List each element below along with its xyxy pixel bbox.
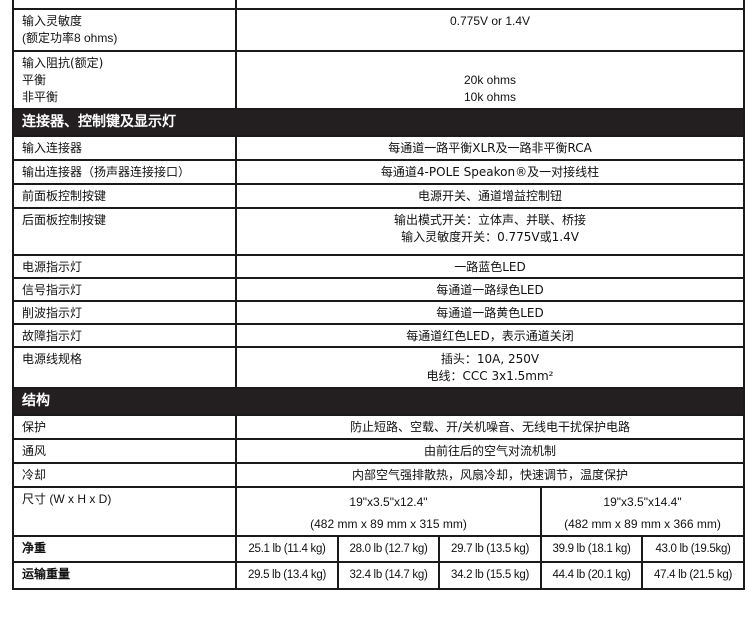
value-line: 10k ohms <box>464 90 517 104</box>
row-label: 输入灵敏度 (额定功率8 ohms) <box>12 8 237 52</box>
spec-table: 输入灵敏度 (额定功率8 ohms) 0.775V or 1.4V 输入阻抗(额定… <box>11 0 746 590</box>
value-line: 电线：CCC 3x1.5mm² <box>426 369 554 383</box>
label-line: 输入阻抗(额定) <box>22 56 104 70</box>
table-row: 削波指示灯 每通道一路黄色LED <box>12 300 746 325</box>
row-value: 由前往后的空气对流机制 <box>234 438 746 464</box>
weight-cell: 25.1 lb (11.4 kg) <box>235 535 339 563</box>
row-label: 保护 <box>12 414 237 440</box>
row-label: 前面板控制按键 <box>12 183 237 209</box>
label-line: 非平衡 <box>22 90 59 104</box>
table-row-cut <box>12 0 746 10</box>
value-line: 每通道4-POLE Speakon®及一对接线柱 <box>380 165 600 179</box>
table-row: 信号指示灯 每通道一路绿色LED <box>12 277 746 302</box>
value-line: 每通道一路绿色LED <box>436 283 544 297</box>
label-line: 平衡 <box>22 73 47 87</box>
dimension-mm: (482 mm x 89 mm x 315 mm) <box>310 517 467 531</box>
weight-cell: 39.9 lb (18.1 kg) <box>540 535 643 563</box>
dimension-inch: 19"x3.5"x14.4" <box>603 495 682 509</box>
value-line: 输入灵敏度开关：0.775V或1.4V <box>401 230 579 244</box>
table-row-input-impedance: 输入阻抗(额定) 平衡非平衡 20k ohms 10k ohms <box>12 50 746 110</box>
dimensions-group-2: 19"x3.5"x14.4" (482 mm x 89 mm x 366 mm) <box>539 486 746 537</box>
value-line: 每通道一路平衡XLR及一路非平衡RCA <box>388 141 592 155</box>
value-line: 每通道一路黄色LED <box>436 306 544 320</box>
row-value: 插头：10A, 250V 电线：CCC 3x1.5mm² <box>234 346 746 389</box>
row-label: 净重 <box>12 535 237 563</box>
weight-cell: 43.0 lb (19.5kg) <box>640 535 746 563</box>
weight-cell: 34.2 lb (15.5 kg) <box>438 561 542 590</box>
row-label: 信号指示灯 <box>12 277 237 302</box>
row-label: 通风 <box>12 438 237 464</box>
row-value: 每通道一路绿色LED <box>234 277 746 302</box>
row-label: 电源线规格 <box>12 346 237 389</box>
row-value: 一路蓝色LED <box>234 254 746 279</box>
table-row: 输入连接器 每通道一路平衡XLR及一路非平衡RCA <box>12 135 746 161</box>
label-line: 输入灵敏度 <box>22 14 83 28</box>
row-value: 防止短路、空载、开/关机噪音、无线电干扰保护电路 <box>234 414 746 440</box>
table-row: 输出连接器（扬声器连接接口） 每通道4-POLE Speakon®及一对接线柱 <box>12 159 746 185</box>
weight-cell: 47.4 lb (21.5 kg) <box>640 561 746 590</box>
table-row-cooling: 冷却 内部空气强排散热，风扇冷却，快速调节，温度保护 <box>12 462 746 488</box>
section-header-connectors: 连接器、控制键及显示灯 <box>11 108 746 137</box>
table-row: 后面板控制按键 输出模式开关：立体声、并联、桥接 输入灵敏度开关：0.775V或1.… <box>12 207 746 256</box>
row-label: 运输重量 <box>12 561 237 590</box>
weight-cell: 28.0 lb (12.7 kg) <box>337 535 440 563</box>
row-value: 每通道红色LED，表示通道关闭 <box>234 323 746 348</box>
row-value: 每通道4-POLE Speakon®及一对接线柱 <box>234 159 746 185</box>
value-line: 每通道红色LED，表示通道关闭 <box>406 329 574 343</box>
row-label: 削波指示灯 <box>12 300 237 325</box>
table-row-protection: 保护 防止短路、空载、开/关机噪音、无线电干扰保护电路 <box>12 414 746 440</box>
table-row: 前面板控制按键 电源开关、通道增益控制钮 <box>12 183 746 209</box>
row-value: 0.775V or 1.4V <box>234 8 746 52</box>
row-label: 输入阻抗(额定) 平衡非平衡 <box>12 50 237 110</box>
weight-cell: 29.7 lb (13.5 kg) <box>438 535 542 563</box>
row-value: 每通道一路黄色LED <box>234 300 746 325</box>
weight-cell: 29.5 lb (13.4 kg) <box>235 561 339 590</box>
value-line: 一路蓝色LED <box>454 260 526 274</box>
row-label: 电源指示灯 <box>12 254 237 279</box>
table-row-shipping-weight: 运输重量 29.5 lb (13.4 kg) 32.4 lb (14.7 kg)… <box>12 561 746 590</box>
section-title: 连接器、控制键及显示灯 <box>11 108 746 137</box>
row-value: 每通道一路平衡XLR及一路非平衡RCA <box>234 135 746 161</box>
row-value: 电源开关、通道增益控制钮 <box>234 183 746 209</box>
value-line: 0.775V or 1.4V <box>449 14 531 28</box>
weight-cell: 32.4 lb (14.7 kg) <box>337 561 440 590</box>
row-label: 故障指示灯 <box>12 323 237 348</box>
row-label: 输入连接器 <box>12 135 237 161</box>
row-value: 20k ohms 10k ohms <box>234 50 746 110</box>
row-value: 输出模式开关：立体声、并联、桥接 输入灵敏度开关：0.775V或1.4V <box>234 207 746 256</box>
weight-cell: 44.4 lb (20.1 kg) <box>540 561 643 590</box>
dimension-mm: (482 mm x 89 mm x 366 mm) <box>564 517 721 531</box>
dimensions-group-1: 19"x3.5"x12.4" (482 mm x 89 mm x 315 mm) <box>235 486 542 537</box>
label-line: (额定功率8 ohms) <box>22 31 118 45</box>
table-row-ventilation: 通风 由前往后的空气对流机制 <box>12 438 746 464</box>
table-row-input-sensitivity: 输入灵敏度 (额定功率8 ohms) 0.775V or 1.4V <box>12 8 746 52</box>
value-line: 插头：10A, 250V <box>440 352 540 366</box>
section-header-structure: 结构 <box>11 387 746 416</box>
value-line: 20k ohms <box>464 73 517 87</box>
table-row-net-weight: 净重 25.1 lb (11.4 kg) 28.0 lb (12.7 kg) 2… <box>12 535 746 563</box>
row-value: 内部空气强排散热，风扇冷却，快速调节，温度保护 <box>234 462 746 488</box>
table-row: 电源指示灯 一路蓝色LED <box>12 254 746 279</box>
value-line: 电源开关、通道增益控制钮 <box>418 189 563 203</box>
row-label: 尺寸 (W x H x D) <box>12 486 237 537</box>
section-title: 结构 <box>11 387 746 416</box>
row-label: 冷却 <box>12 462 237 488</box>
table-row: 故障指示灯 每通道红色LED，表示通道关闭 <box>12 323 746 348</box>
row-label: 后面板控制按键 <box>12 207 237 256</box>
table-row: 电源线规格 插头：10A, 250V 电线：CCC 3x1.5mm² <box>12 346 746 389</box>
value-line: 输出模式开关：立体声、并联、桥接 <box>394 213 587 227</box>
row-label: 输出连接器（扬声器连接接口） <box>12 159 237 185</box>
dimension-inch: 19"x3.5"x12.4" <box>349 495 428 509</box>
table-row-dimensions: 尺寸 (W x H x D) 19"x3.5"x12.4" (482 mm x 8… <box>12 486 746 537</box>
